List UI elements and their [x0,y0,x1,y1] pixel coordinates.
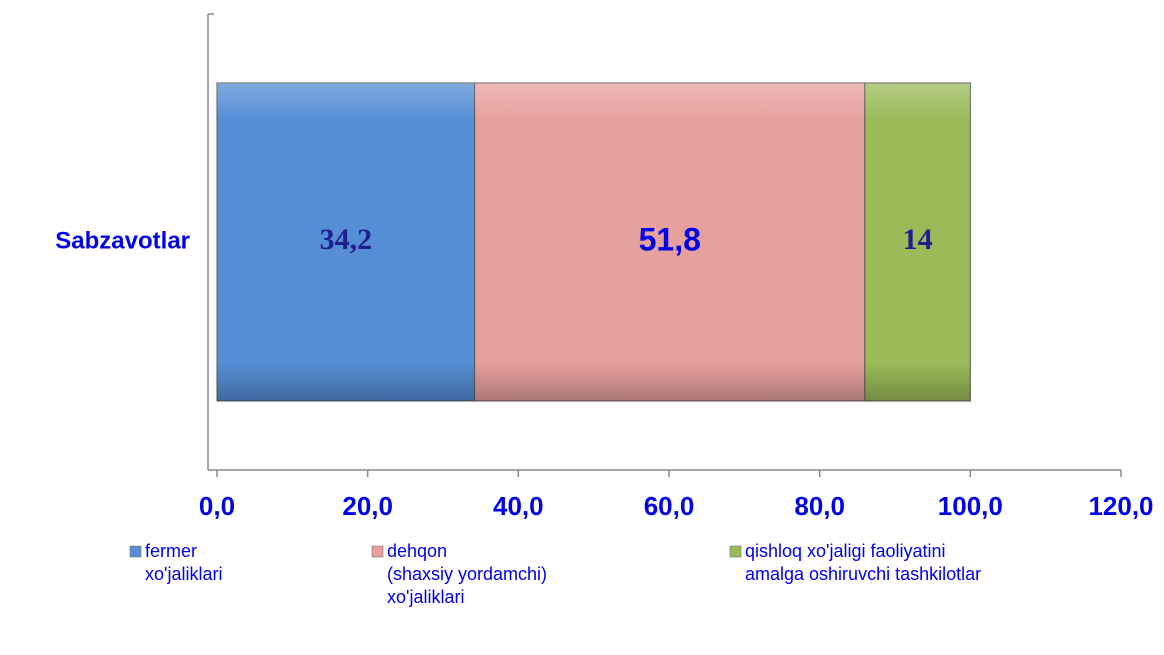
value-label: 14 [903,223,933,256]
legend-label: qishloq xo'jaligi faoliyatini amalga oshi… [745,541,981,584]
value-label: 51,8 [639,221,701,257]
x-tick-label: 80,0 [794,491,845,521]
x-tick-label: 120,0 [1088,491,1153,521]
bar-bevel [217,83,475,401]
bar-bevel [474,83,865,401]
legend-swatch [371,545,384,558]
legend-swatch [729,545,742,558]
x-tick-label: 100,0 [938,491,1003,521]
x-tick-label: 20,0 [342,491,393,521]
x-tick-label: 40,0 [493,491,544,521]
legend-label: fermer xo'jaliklari [145,541,222,584]
value-label: 34,2 [320,223,373,256]
category-label: Sabzavotlar [55,227,190,254]
x-tick-label: 0,0 [199,491,235,521]
legend-label: dehqon (shaxsiy yordamchi) xo'jaliklari [387,541,547,607]
x-tick-label: 60,0 [644,491,695,521]
legend-swatch [129,545,142,558]
bar-bevel [864,83,971,401]
